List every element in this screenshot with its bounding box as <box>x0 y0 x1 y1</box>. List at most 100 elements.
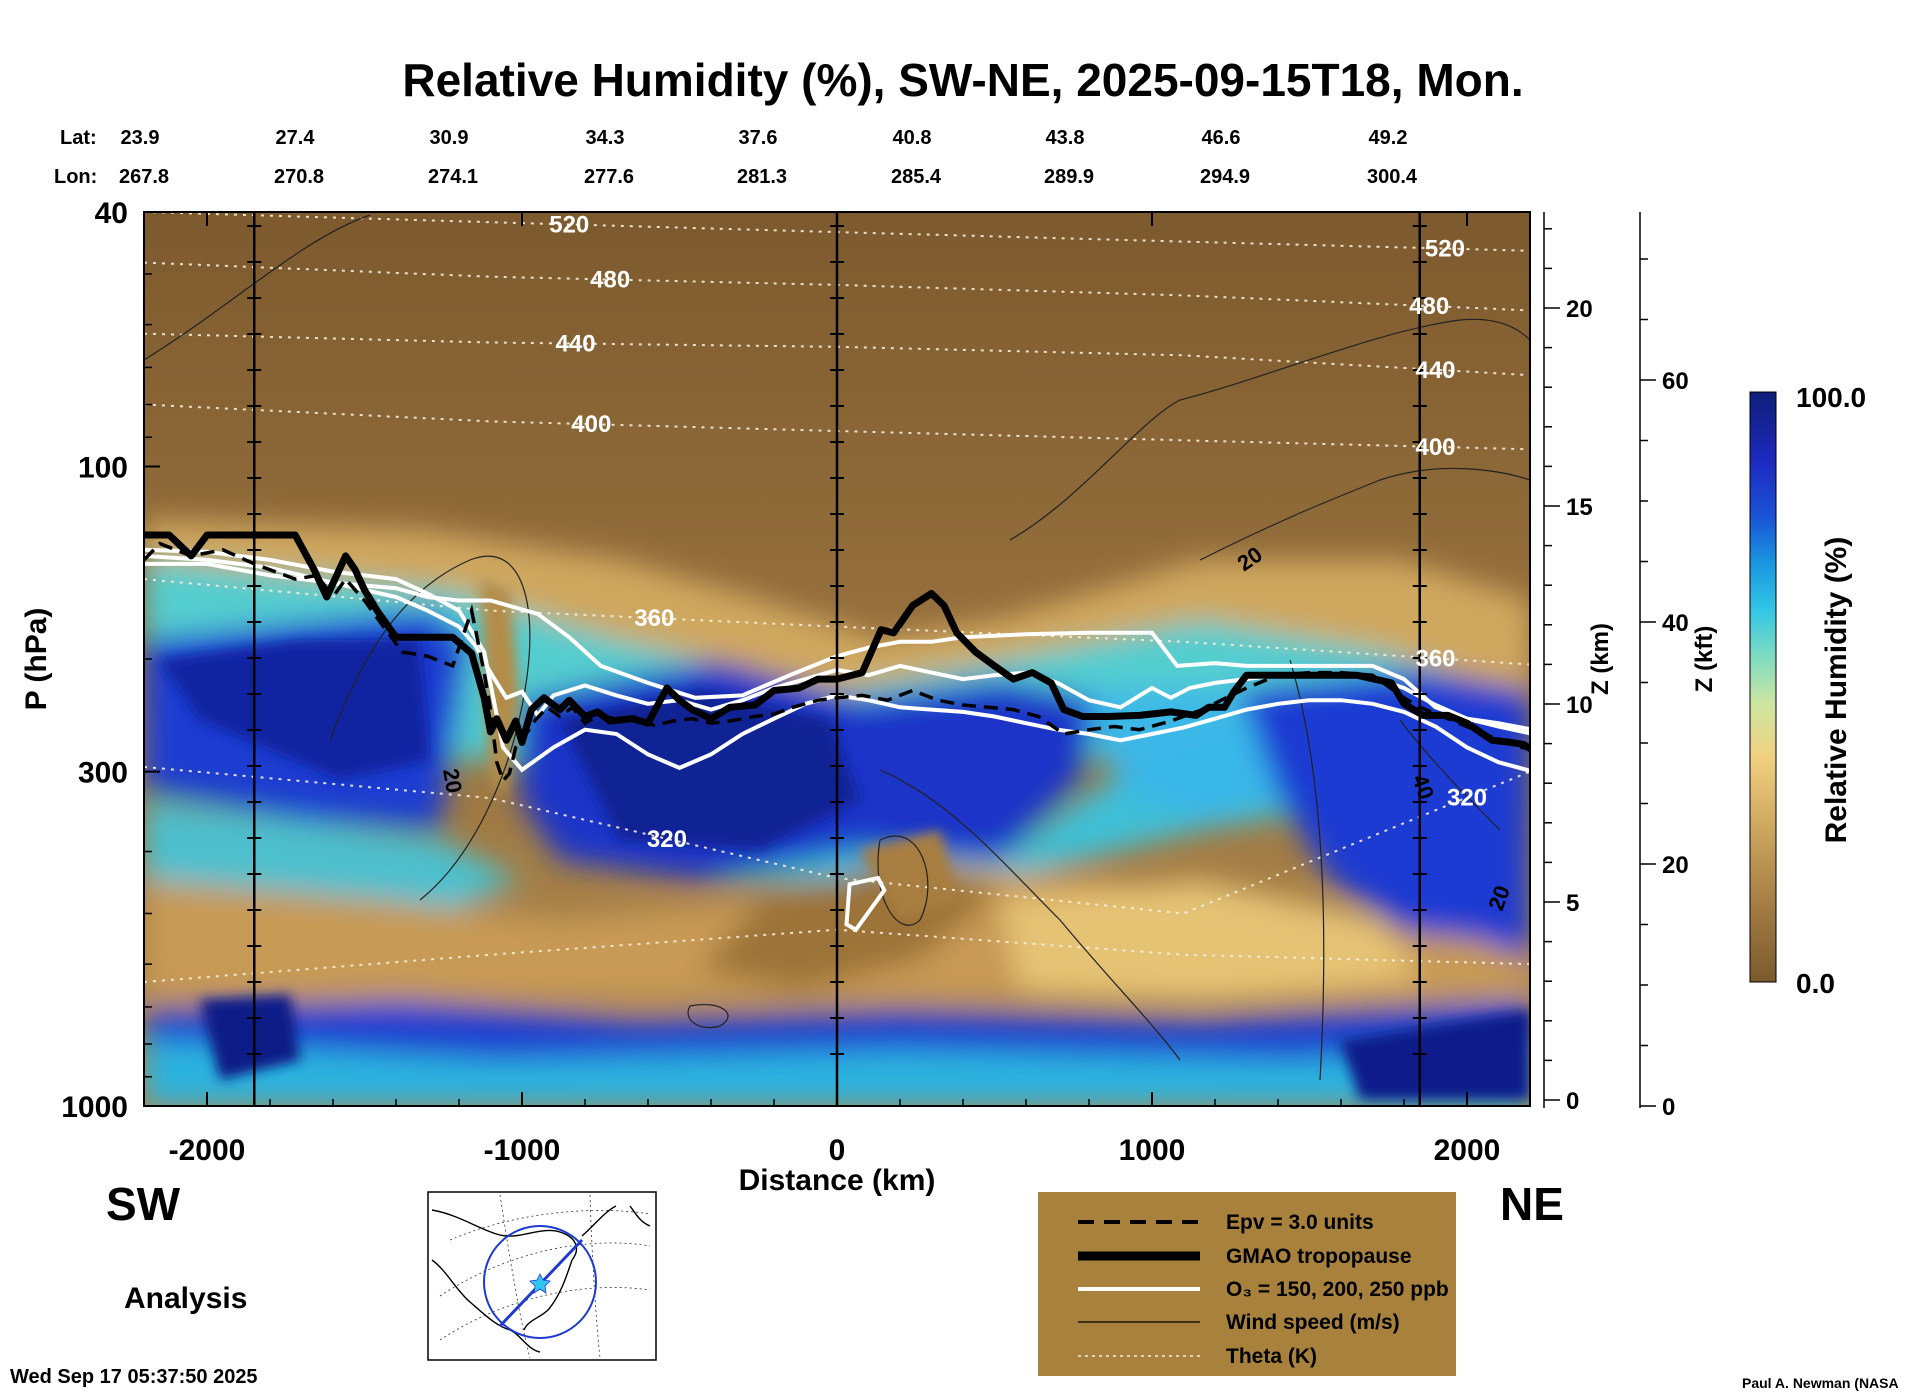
legend-label-ozone: O₃ = 150, 200, 250 ppb <box>1226 1278 1449 1301</box>
inset-map-frame <box>427 1191 657 1361</box>
lat-value: 37.6 <box>739 127 778 149</box>
z-tick-label: 10 <box>1566 692 1593 719</box>
author-credit: Paul A. Newman (NASA <box>1742 1375 1899 1391</box>
tropopause-line <box>144 531 1530 753</box>
wind-contour <box>329 555 531 901</box>
theta-label: 360 <box>1415 645 1455 672</box>
lon-value: 300.4 <box>1367 166 1418 188</box>
lon-value: 277.6 <box>584 166 634 188</box>
legend-label-tropopause: GMAO tropopause <box>1226 1245 1412 1268</box>
legend-label-wind: Wind speed (m/s) <box>1226 1311 1400 1334</box>
lon-value: 274.1 <box>428 166 478 188</box>
x-tick-label: 1000 <box>1119 1134 1186 1167</box>
z-tick-label: 20 <box>1566 296 1593 323</box>
rh-cyan-east <box>1080 690 1280 820</box>
lat-value: 27.4 <box>276 127 316 149</box>
lon-value: 267.8 <box>119 166 169 188</box>
ozone-contour <box>844 875 887 933</box>
wind-speed-contours <box>144 214 1530 1081</box>
theta-label: 320 <box>647 826 687 853</box>
lat-value: 40.8 <box>893 127 932 149</box>
theta-label: 520 <box>549 211 589 238</box>
y-tick-label: 1000 <box>61 1091 128 1124</box>
theta-labels: 520 520 480 480 440 440 400 400 360 360 320 320 <box>549 211 1487 853</box>
wind-contour <box>1009 318 1530 541</box>
lat-value: 49.2 <box>1369 127 1408 149</box>
z-km-axis: 0 5 10 15 20 <box>1543 212 1593 1115</box>
y-axis-label: P (hPa) <box>20 608 53 711</box>
lat-value: 23.9 <box>121 127 160 149</box>
theta-label: 440 <box>1415 357 1455 384</box>
theta-label: 360 <box>634 605 674 632</box>
epv-contour <box>144 541 1530 785</box>
z-kft-tick-label: 40 <box>1662 610 1689 637</box>
colorbar-max-label: 100.0 <box>1796 382 1866 413</box>
rh-bl-dark <box>200 995 300 1080</box>
wind-contour <box>1399 719 1501 831</box>
z-kft-tick-label: 20 <box>1662 852 1689 879</box>
ne-label: NE <box>1500 1178 1564 1230</box>
epv-line <box>144 541 1530 785</box>
rh-dark-core-central <box>560 690 860 850</box>
legend-label-epv: Epv = 3.0 units <box>1226 1211 1374 1234</box>
y-tick-label: 40 <box>95 197 128 230</box>
ozone-contour <box>144 547 1530 773</box>
theta-label: 400 <box>571 411 611 438</box>
colorbar-gradient <box>1749 391 1777 983</box>
z-kft-axis: 0 20 40 60 <box>1639 212 1689 1121</box>
colorbar-label: Relative Humidity (%) <box>1820 537 1853 844</box>
lon-value: 285.4 <box>891 166 942 188</box>
z-tick-label: 5 <box>1566 890 1579 917</box>
wind-contour <box>1199 467 1530 561</box>
inset-map-range-circle <box>483 1225 597 1339</box>
z-kft-axis-label: Z (kft) <box>1691 626 1718 693</box>
inset-map <box>427 1191 657 1361</box>
legend-label-theta: Theta (K) <box>1226 1345 1317 1368</box>
theta-label: 520 <box>1425 236 1465 263</box>
z-kft-tick-label: 0 <box>1662 1094 1675 1121</box>
lon-row: Lon: 267.8 270.8 274.1 277.6 281.3 285.4 289.9… <box>54 166 1418 188</box>
lon-value: 270.8 <box>274 166 324 188</box>
x-axis-label: Distance (km) <box>739 1164 936 1197</box>
z-km-axis-label: Z (km) <box>1587 623 1614 695</box>
gmao-tropopause <box>144 531 1530 753</box>
x-tick-label: -1000 <box>484 1134 561 1167</box>
lat-value: 30.9 <box>430 127 469 149</box>
lat-value: 43.8 <box>1046 127 1085 149</box>
rh-bl-dark-east <box>1340 1010 1530 1100</box>
z-tick-label: 15 <box>1566 494 1593 521</box>
x-tick-label: 0 <box>829 1134 846 1167</box>
lat-value: 34.3 <box>586 127 625 149</box>
lat-row: Lat: 23.9 27.4 30.9 34.3 37.6 40.8 43.8 46.6 49.… <box>60 127 1407 149</box>
theta-label: 440 <box>556 331 596 358</box>
y-tick-label: 100 <box>78 451 128 484</box>
z-kft-tick-label: 60 <box>1662 368 1689 395</box>
theta-label: 400 <box>1415 434 1455 461</box>
rh-dark-core-west <box>160 640 430 780</box>
lat-label: Lat: <box>60 127 97 149</box>
analysis-label: Analysis <box>124 1282 247 1315</box>
x-tick-label: -2000 <box>169 1134 246 1167</box>
theta-label: 320 <box>1447 784 1487 811</box>
inset-map-coastlines <box>431 1205 651 1353</box>
x-tick-label: 2000 <box>1434 1134 1501 1167</box>
lon-label: Lon: <box>54 166 97 188</box>
rh-yellow-lower <box>1000 880 1420 1000</box>
inset-map-center-star <box>529 1273 551 1294</box>
wind-contour <box>687 1004 729 1029</box>
z-tick-label: 0 <box>1566 1088 1579 1115</box>
chart-title: Relative Humidity (%), SW-NE, 2025-09-15… <box>402 54 1523 106</box>
wind-label: 20 <box>438 767 467 795</box>
legend: Epv = 3.0 units GMAO tropopause O₃ = 150… <box>1038 1192 1456 1376</box>
colorbar: 100.0 0.0 Relative Humidity (%) <box>1749 382 1866 999</box>
sw-label: SW <box>106 1178 181 1230</box>
wind-contour <box>144 214 371 361</box>
wind-contour <box>877 835 929 926</box>
station-lines <box>247 212 1427 1106</box>
timestamp: Wed Sep 17 05:37:50 2025 <box>10 1366 258 1388</box>
rh-dry-pocket-center <box>860 830 960 920</box>
x-axis: -2000 -1000 0 1000 2000 <box>143 212 1531 1167</box>
wind-contour <box>879 769 1181 1061</box>
